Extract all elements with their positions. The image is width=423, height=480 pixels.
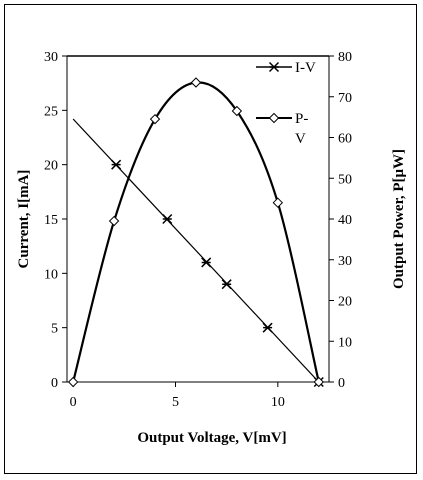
right-tick-label: 70 (338, 91, 352, 106)
legend-iv-marker (268, 61, 280, 73)
right-tick-label: 40 (338, 213, 352, 228)
legend-pv-label-line2: V (295, 131, 306, 147)
pv-point (190, 77, 202, 88)
right-tick-label: 0 (338, 376, 345, 391)
left-tick-label: 25 (44, 104, 58, 119)
axis-ticks: 0 5 10 15 20 25 30 0 10 20 30 40 50 60 70 80 0 5 10 (44, 50, 352, 410)
pv-point (67, 376, 79, 388)
legend-pv-diamond (268, 112, 280, 124)
left-tick-label: 0 (51, 376, 58, 391)
iv-series-line (72, 118, 320, 383)
left-tick-label: 15 (44, 213, 58, 228)
legend-iv-star (268, 61, 280, 73)
right-tick-label: 30 (338, 254, 352, 269)
pv-series-curve (72, 81, 320, 383)
legend-iv-label: I-V (295, 60, 316, 76)
left-tick-label: 20 (44, 159, 58, 174)
left-tick-label: 5 (51, 322, 58, 337)
x-tick-label: 0 (70, 395, 77, 410)
right-y-axis-title: Output Power, P[μW] (391, 149, 407, 289)
plot-area (66, 55, 330, 383)
pv-point (272, 197, 284, 208)
right-tick-label: 80 (338, 50, 352, 65)
iv-point (111, 159, 122, 170)
iv-point (262, 322, 273, 333)
series-layer (67, 77, 324, 388)
iv-point (162, 213, 173, 225)
legend-pv-label: P- V (295, 111, 308, 147)
legend-pv-marker (268, 112, 280, 124)
chart-frame (4, 4, 417, 474)
legend-item-iv: I-V (256, 60, 316, 76)
left-tick-label: 30 (44, 50, 58, 65)
left-y-axis-title: Current, I[mA] (16, 170, 32, 269)
iv-point (221, 279, 232, 290)
right-tick-label: 50 (338, 172, 352, 187)
x-axis-title: Output Voltage, V[mV] (137, 430, 286, 446)
pv-point (313, 376, 324, 388)
pv-point (149, 113, 161, 125)
pv-point (231, 105, 243, 117)
iv-point (201, 257, 212, 268)
legend-pv-label-line1: P- (295, 111, 308, 127)
pv-point (108, 215, 120, 227)
legend-item-pv: P- V (256, 111, 308, 147)
x-tick-label: 5 (172, 395, 179, 410)
x-tick-label: 10 (271, 395, 285, 410)
left-tick-label: 10 (44, 267, 58, 282)
right-tick-label: 20 (338, 295, 352, 310)
legend: I-V P- V (256, 60, 316, 147)
right-tick-label: 60 (338, 132, 352, 147)
right-tick-label: 10 (338, 335, 352, 350)
